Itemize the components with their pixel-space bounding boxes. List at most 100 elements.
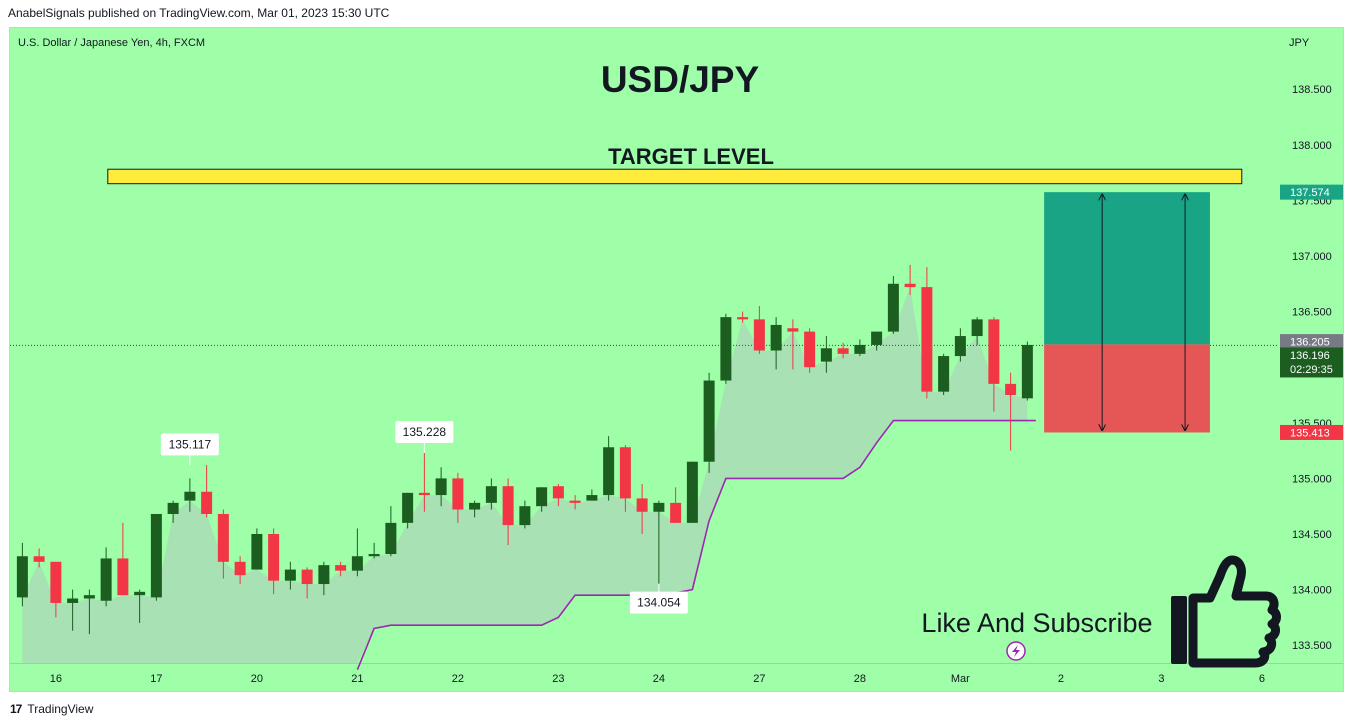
footer-brand: TradingView bbox=[27, 702, 94, 716]
time-tick-label: 17 bbox=[150, 673, 162, 685]
candle bbox=[167, 500, 179, 523]
candle-body bbox=[670, 502, 682, 523]
candle-body bbox=[519, 506, 531, 526]
candle bbox=[469, 500, 481, 518]
price-callout: 135.228 bbox=[395, 421, 454, 454]
candle bbox=[921, 267, 933, 399]
candle-body bbox=[837, 348, 849, 354]
candle bbox=[753, 306, 765, 354]
candle-body bbox=[653, 502, 665, 512]
candle-body bbox=[251, 533, 263, 570]
candle-body bbox=[753, 319, 765, 351]
footer: 17 TradingView bbox=[10, 702, 93, 716]
candle-body bbox=[887, 283, 899, 332]
candle bbox=[971, 317, 983, 345]
candle-body bbox=[452, 478, 464, 510]
chart-title: USD/JPY bbox=[601, 59, 760, 100]
time-tick-label: 23 bbox=[552, 673, 564, 685]
trend-area-fill bbox=[22, 287, 1028, 663]
candle bbox=[117, 522, 129, 596]
symbol-description: U.S. Dollar / Japanese Yen, 4h, FXCM bbox=[18, 37, 205, 49]
candle-body bbox=[770, 324, 782, 351]
callout-text: 135.117 bbox=[169, 437, 212, 451]
currency-label: JPY bbox=[1289, 37, 1310, 49]
candle-body bbox=[402, 492, 414, 523]
chart-frame[interactable]: TARGET LEVEL USD/JPY U.S. Dollar / Japanes… bbox=[9, 27, 1344, 692]
candle bbox=[1021, 341, 1033, 401]
candle-body bbox=[184, 491, 196, 501]
badge-bolt bbox=[1012, 645, 1020, 657]
thumbs-up-icon bbox=[1171, 555, 1281, 668]
candle bbox=[586, 489, 598, 501]
candle bbox=[150, 513, 162, 601]
chart-svg[interactable]: TARGET LEVEL USD/JPY U.S. Dollar / Japanes… bbox=[10, 28, 1343, 691]
candle-body bbox=[134, 591, 146, 596]
candle bbox=[50, 561, 62, 618]
tradingview-logo-icon: 17 bbox=[10, 702, 22, 716]
candle-body bbox=[301, 569, 313, 585]
candle-body bbox=[820, 348, 832, 362]
candle bbox=[335, 561, 347, 577]
time-tick-label: 2 bbox=[1058, 673, 1064, 685]
callout-box bbox=[395, 421, 454, 444]
price-tick-label: 137.000 bbox=[1292, 251, 1332, 263]
price-tag-box bbox=[1280, 334, 1343, 350]
candle bbox=[485, 478, 497, 510]
candle bbox=[954, 328, 966, 362]
target-level-label: TARGET LEVEL bbox=[608, 144, 774, 169]
candle-body bbox=[1005, 383, 1017, 395]
candle-body bbox=[485, 486, 497, 503]
candle bbox=[67, 589, 79, 631]
time-tick-label: 27 bbox=[753, 673, 765, 685]
candle bbox=[737, 311, 749, 323]
candle-body bbox=[50, 561, 62, 603]
candle-body bbox=[418, 492, 430, 496]
callout-box bbox=[160, 433, 219, 456]
price-tag-box bbox=[1280, 184, 1343, 200]
candle-body bbox=[636, 498, 648, 512]
candle-body bbox=[234, 561, 246, 576]
candle bbox=[519, 500, 531, 529]
candle-body bbox=[921, 287, 933, 392]
candle bbox=[720, 313, 732, 384]
price-tag-countdown: 02:29:35 bbox=[1290, 364, 1333, 376]
candle-body bbox=[703, 380, 715, 462]
candle-body bbox=[552, 486, 564, 499]
candle-body bbox=[619, 447, 631, 499]
candle-body bbox=[435, 478, 447, 496]
candle-body bbox=[385, 522, 397, 555]
candle bbox=[837, 342, 849, 359]
price-callout: 134.054 bbox=[629, 583, 688, 614]
candle bbox=[184, 478, 196, 512]
candle bbox=[653, 500, 665, 585]
time-tick-label: 24 bbox=[653, 673, 665, 685]
candle-body bbox=[284, 569, 296, 581]
price-tag-box bbox=[1280, 347, 1343, 378]
price-axis: 133.500134.000134.500135.000135.500136.0… bbox=[1292, 84, 1332, 652]
candle bbox=[234, 556, 246, 585]
candle bbox=[402, 492, 414, 529]
price-callout: 135.117 bbox=[160, 433, 219, 466]
time-tick-label: Mar bbox=[951, 673, 970, 685]
callout-text: 135.228 bbox=[403, 425, 447, 439]
candle-body bbox=[33, 556, 45, 562]
candle-body bbox=[318, 565, 330, 585]
price-tag-text: 135.413 bbox=[1290, 427, 1330, 439]
candle bbox=[820, 336, 832, 373]
price-tag-last: 136.196 02:29:35 bbox=[1280, 347, 1343, 378]
price-tick-label: 138.500 bbox=[1292, 84, 1332, 96]
thumb-hand bbox=[1188, 555, 1281, 668]
candle bbox=[1005, 372, 1017, 451]
candle bbox=[619, 445, 631, 512]
candle bbox=[569, 495, 581, 510]
price-tag-text: 136.196 bbox=[1290, 350, 1330, 362]
candle bbox=[201, 465, 213, 518]
candle-body bbox=[150, 513, 162, 598]
candle bbox=[318, 561, 330, 596]
candle-body bbox=[720, 317, 732, 381]
candles-group bbox=[16, 264, 1033, 635]
candle bbox=[804, 328, 816, 373]
price-tick-label: 134.000 bbox=[1292, 585, 1332, 597]
candle-body bbox=[351, 556, 363, 571]
candle bbox=[301, 567, 313, 599]
